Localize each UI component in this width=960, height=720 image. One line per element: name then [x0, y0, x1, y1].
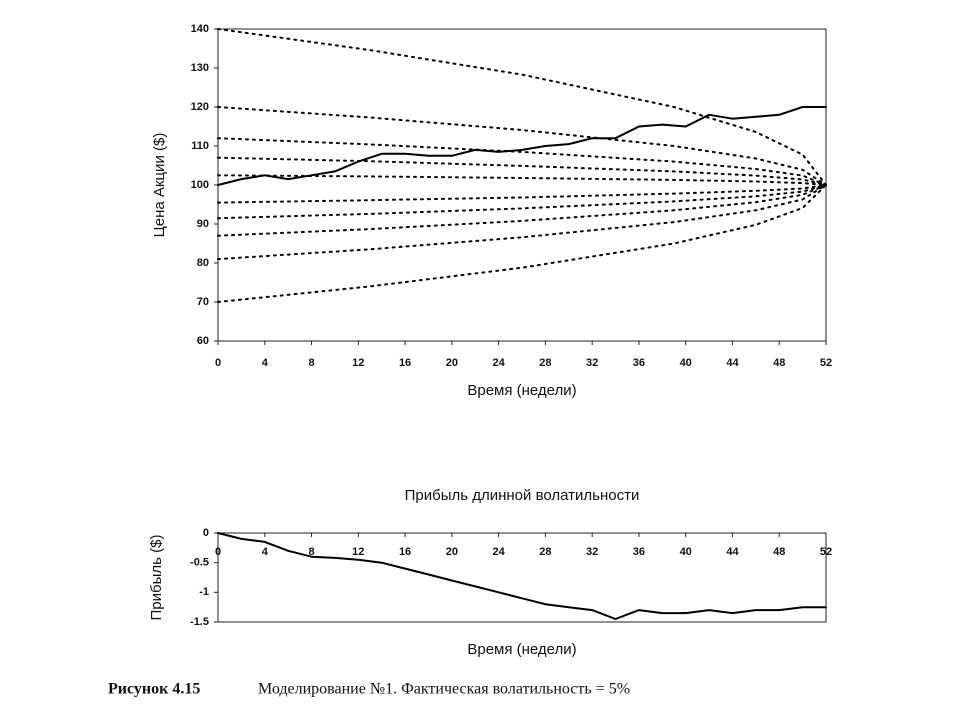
x-tick-label: 36 — [633, 357, 645, 369]
x-tick-label: 16 — [399, 357, 411, 369]
y-tick-label: -1.5 — [190, 616, 209, 628]
x-tick-label: 12 — [352, 546, 364, 558]
x-tick-label: 24 — [492, 357, 505, 369]
x-tick-label: 44 — [726, 546, 739, 558]
data-line — [217, 106, 827, 186]
y-tick-label: 120 — [191, 101, 209, 113]
x-tick-label: 0 — [215, 546, 221, 558]
caption-text: Моделирование №1. Фактическая волатильно… — [258, 681, 630, 698]
x-tick-label: 20 — [446, 357, 458, 369]
x-tick-label: 20 — [446, 546, 458, 558]
x-axis-title: Время (недели) — [467, 641, 576, 658]
x-tick-label: 0 — [215, 357, 221, 369]
x-tick-label: 32 — [586, 357, 598, 369]
x-tick-label: 36 — [633, 546, 645, 558]
y-tick-label: 60 — [197, 335, 209, 347]
forecast-line — [217, 137, 827, 186]
plot-frame — [217, 532, 827, 623]
forecast-line — [217, 174, 827, 186]
x-tick-label: 52 — [820, 357, 832, 369]
x-tick-label: 4 — [262, 357, 269, 369]
x-tick-label: 16 — [399, 546, 411, 558]
y-tick-label: 100 — [191, 179, 209, 191]
y-tick-label: 110 — [191, 140, 209, 152]
x-tick-label: 40 — [680, 546, 692, 558]
plot-frame — [217, 28, 827, 342]
y-tick-label: 90 — [197, 218, 209, 230]
x-tick-label: 8 — [308, 546, 314, 558]
forecast-line — [217, 184, 827, 237]
y-tick-label: 140 — [191, 23, 209, 35]
x-tick-label: 24 — [492, 546, 505, 558]
x-tick-label: 28 — [539, 357, 551, 369]
y-tick-label: 70 — [197, 296, 209, 308]
x-tick-label: 4 — [262, 546, 269, 558]
y-axis-title: Прибыль ($) — [148, 535, 165, 621]
forecast-line — [217, 184, 827, 204]
x-tick-label: 12 — [352, 357, 364, 369]
x-tick-label: 52 — [820, 546, 832, 558]
forecast-line — [217, 184, 827, 261]
x-tick-label: 28 — [539, 546, 551, 558]
chart-title: Прибыль длинной волатильности — [405, 487, 640, 504]
y-tick-label: 130 — [191, 62, 209, 74]
x-axis-title: Время (недели) — [467, 382, 576, 399]
x-tick-label: 8 — [308, 357, 314, 369]
forecast-line — [217, 28, 827, 186]
y-tick-label: -1 — [199, 586, 209, 598]
forecast-line — [217, 156, 827, 186]
y-tick-label: 80 — [197, 257, 209, 269]
forecast-line — [217, 184, 827, 303]
data-line — [217, 532, 827, 620]
x-tick-label: 48 — [773, 357, 785, 369]
y-axis-title: Цена Акции ($) — [151, 133, 168, 238]
y-tick-label: 0 — [203, 527, 209, 539]
forecast-line — [217, 106, 827, 186]
forecast-line — [217, 184, 827, 220]
x-tick-label: 40 — [680, 357, 692, 369]
x-tick-label: 32 — [586, 546, 598, 558]
x-tick-label: 44 — [726, 357, 739, 369]
x-tick-label: 48 — [773, 546, 785, 558]
caption-label: Рисунок 4.15 — [108, 681, 200, 698]
y-tick-label: -0.5 — [190, 557, 209, 569]
